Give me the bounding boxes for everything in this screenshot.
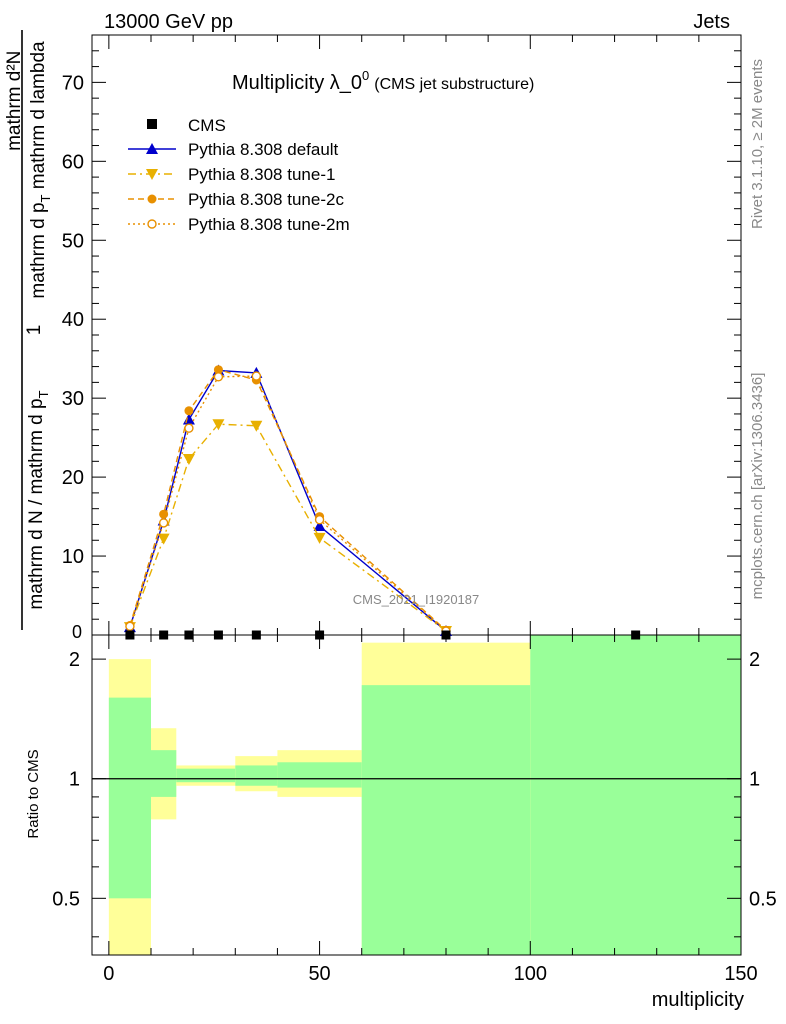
cms-point-3 xyxy=(213,630,223,640)
series-3-point-5 xyxy=(314,515,325,525)
y-tick-label-40: 40 xyxy=(62,309,84,331)
ratio-band-green-1 xyxy=(151,750,177,797)
legend-label-cms: CMS xyxy=(188,116,226,135)
plot-title: Multiplicity λ_00 (CMS jet substructure) xyxy=(232,68,534,94)
ratio-plot-frame: 0 50 100 150 0.5 0.5 1 1 2 2 xyxy=(52,634,777,985)
cms-data-points xyxy=(125,630,641,640)
ratio-axis-label: Ratio to CMS xyxy=(25,749,42,838)
series-3-point-4 xyxy=(251,371,262,381)
x-axis-label: multiplicity xyxy=(652,989,744,1011)
cms-point-0 xyxy=(125,630,135,640)
legend-label-3: Pythia 8.308 tune-2m xyxy=(188,215,350,234)
mcplots-reference-label: mcplots.cern.ch [arXiv:1306.3436] xyxy=(749,373,766,600)
y-axis-numerator-dN: mathrm d²N xyxy=(4,51,25,151)
cms-point-2 xyxy=(184,630,194,640)
y-tick-label-20: 20 xyxy=(62,467,84,489)
ratio-tick-label-left-1: 1 xyxy=(69,769,80,791)
y-axis-denominator-sub: T xyxy=(36,390,51,398)
legend-marker-0 xyxy=(146,143,158,154)
svg-text:mathrm d²Nmathrm d pT mathrm d: mathrm d²N mathrm d pT mathrm d lambda xyxy=(4,41,53,299)
y-tick-label-50: 50 xyxy=(62,230,84,252)
header-energy-label: 13000 GeV pp xyxy=(104,11,233,33)
y-axis-numerator-sub: T xyxy=(38,194,53,202)
legend-label-0: Pythia 8.308 default xyxy=(188,140,339,159)
x-tick-label-150: 150 xyxy=(724,963,757,985)
y-tick-label-10: 10 xyxy=(62,546,84,568)
legend-marker-1 xyxy=(146,169,158,180)
y-tick-label-30: 30 xyxy=(62,388,84,410)
plot-subtitle: (CMS jet substructure) xyxy=(374,76,534,93)
cms-point-6 xyxy=(441,630,451,640)
ratio-tick-label-right-2: 2 xyxy=(749,649,760,671)
cms-point-1 xyxy=(159,630,169,640)
rivet-version-label: Rivet 3.1.10, ≥ 2M events xyxy=(749,59,766,229)
svg-text:1: 1 xyxy=(24,325,45,336)
ratio-band-green-6 xyxy=(530,635,741,955)
header-process-label: Jets xyxy=(693,11,730,33)
cms-point-4 xyxy=(251,630,261,640)
ratio-band-green-4 xyxy=(277,762,362,788)
ratio-band-green-0 xyxy=(108,697,151,899)
legend-marker-2 xyxy=(147,194,157,204)
ratio-tick-label-right-0.5: 0.5 xyxy=(749,888,777,910)
svg-text:mathrm d N / mathrm d pT: mathrm d N / mathrm d pT xyxy=(26,390,51,609)
y-axis-numerator-tail: mathrm d lambda xyxy=(28,41,49,195)
ratio-tick-label-left-0.5: 0.5 xyxy=(52,888,80,910)
series-1-point-4 xyxy=(250,420,263,432)
ratio-tick-label-right-1: 1 xyxy=(749,769,760,791)
ratio-plot-border xyxy=(91,634,742,956)
x-tick-label-100: 100 xyxy=(514,963,547,985)
y-axis-numerator: mathrm d²N mathrm d pT mathrm d lambda xyxy=(4,41,53,299)
series-1-point-3 xyxy=(212,419,225,431)
plot-title-superscript: 0 xyxy=(362,68,369,83)
ratio-band-green-3 xyxy=(235,765,278,786)
series-2-point-3 xyxy=(213,365,223,375)
y-axis-denominator-text: mathrm d N / mathrm d p xyxy=(26,398,47,609)
cms-point-7 xyxy=(631,630,641,640)
legend-marker-3 xyxy=(147,219,157,229)
y-axis-denominator: mathrm d N / mathrm d pT xyxy=(26,390,51,609)
series-3-point-3 xyxy=(213,372,224,382)
legend-marker-cms xyxy=(147,119,157,129)
cms-point-5 xyxy=(315,630,325,640)
ratio-band-green-5 xyxy=(361,685,531,955)
series-3-point-1 xyxy=(158,518,169,528)
ratio-tick-label-left-2: 2 xyxy=(69,649,80,671)
series-0-point-5 xyxy=(313,520,326,532)
legend-label-2: Pythia 8.308 tune-2c xyxy=(188,190,344,209)
y-tick-label-60: 60 xyxy=(62,151,84,173)
plot-title-main: Multiplicity λ_0 xyxy=(232,72,362,94)
series-3-point-0 xyxy=(125,621,135,632)
main-plot-frame: 10 20 30 40 50 60 70 0 xyxy=(62,34,742,642)
x-tick-label-0: 0 xyxy=(103,963,114,985)
ratio-band-green-2 xyxy=(176,768,236,783)
series-1-point-5 xyxy=(313,532,326,544)
y-tick-label-zero: 0 xyxy=(72,622,82,642)
y-axis-numerator-dp: mathrm d p xyxy=(28,202,49,298)
mc-series-lines xyxy=(123,364,452,638)
series-1-point-2 xyxy=(182,453,195,465)
y-tick-label-70: 70 xyxy=(62,72,84,94)
x-tick-label-50: 50 xyxy=(308,963,330,985)
legend: CMS Pythia 8.308 default Pythia 8.308 tune… xyxy=(128,116,350,234)
series-2-point-2 xyxy=(184,406,194,416)
legend-label-1: Pythia 8.308 tune-1 xyxy=(188,165,335,184)
series-3-point-2 xyxy=(184,423,194,433)
series-1-point-1 xyxy=(157,533,170,545)
ratio-uncertainty-bands xyxy=(108,635,741,955)
analysis-watermark: CMS_2021_I1920187 xyxy=(353,592,480,607)
y-axis-label-one: 1 xyxy=(24,325,45,336)
y-axis-label: 1 xyxy=(24,325,45,336)
